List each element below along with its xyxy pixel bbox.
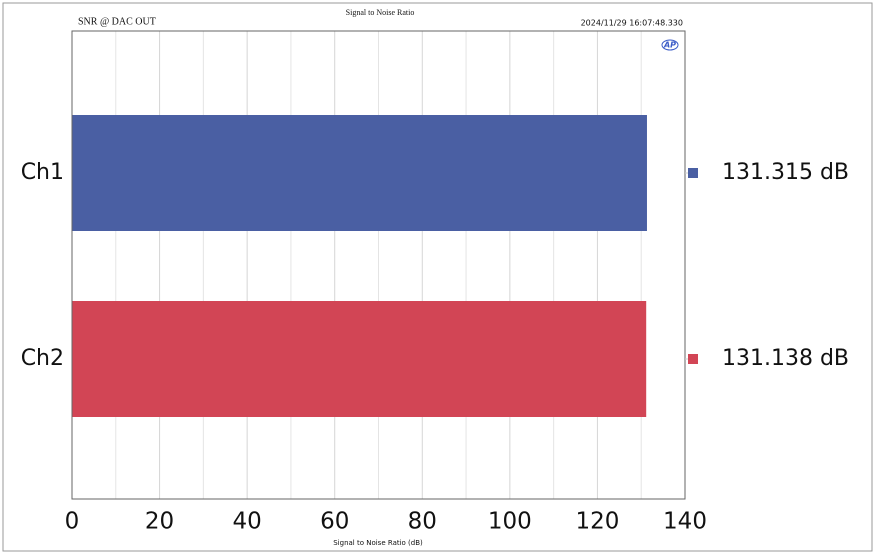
bar: [72, 301, 647, 417]
value-label: 131.138 dB: [722, 346, 849, 371]
plot-border: [71, 30, 686, 500]
chart-subtitle: SNR @ DAC OUT: [78, 16, 156, 27]
x-tick-label: 80: [408, 509, 437, 535]
x-tick-label: 100: [488, 509, 532, 535]
bar: [72, 115, 647, 231]
legend-swatch: [688, 354, 698, 364]
y-tick-label: Ch1: [21, 160, 64, 185]
value-label: 131.315 dB: [722, 160, 849, 185]
x-axis-label: Signal to Noise Ratio (dB): [333, 539, 423, 547]
x-tick-label: 40: [233, 509, 262, 535]
logo-ring: [661, 39, 679, 51]
x-tick-label: 20: [145, 509, 174, 535]
timestamp: 2024/11/29 16:07:48.330: [581, 19, 683, 28]
chart-title: Signal to Noise Ratio: [346, 8, 415, 17]
legend-swatch: [688, 168, 698, 178]
y-tick-label: Ch2: [21, 346, 64, 371]
x-tick-label: 0: [65, 509, 80, 535]
x-tick-label: 140: [663, 509, 707, 535]
x-tick-label: 60: [320, 509, 349, 535]
x-tick-label: 120: [575, 509, 619, 535]
logo: AP: [663, 41, 676, 50]
